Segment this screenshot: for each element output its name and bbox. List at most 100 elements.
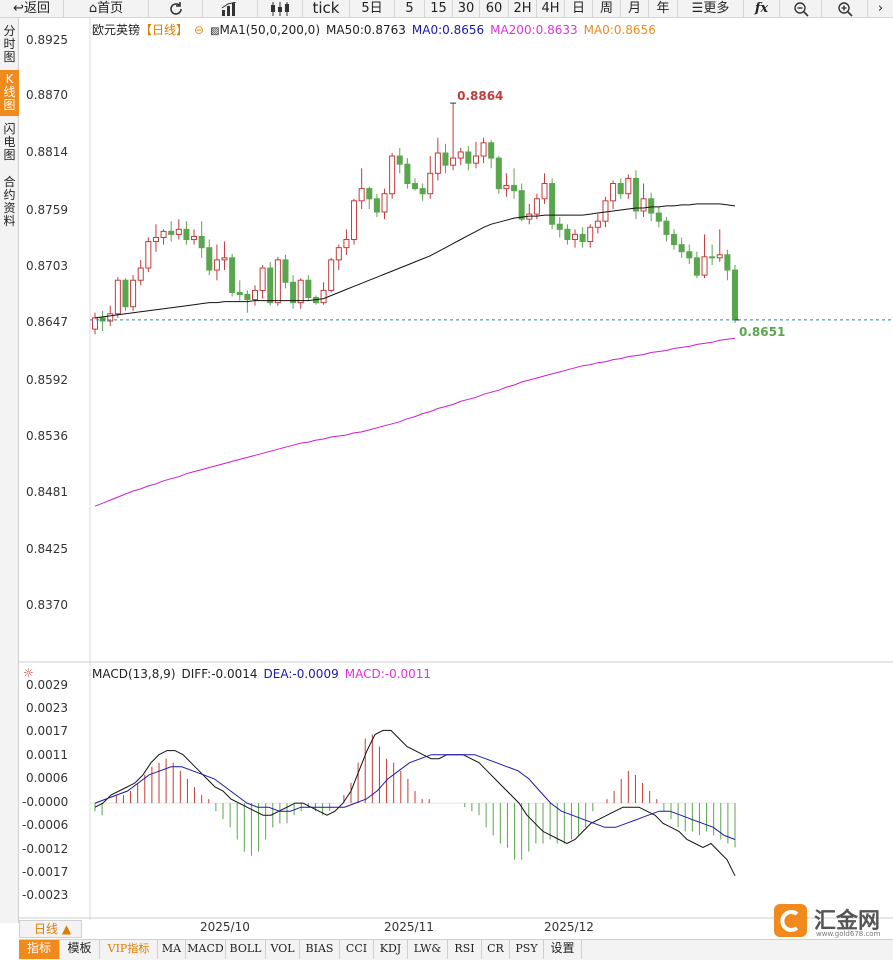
indicator-icon[interactable]: ▨ — [210, 26, 220, 37]
price-tick: 0.8759 — [26, 203, 68, 217]
formula-button[interactable]: fx — [744, 0, 780, 18]
period-tick[interactable]: tick — [303, 0, 350, 18]
candle-body — [625, 177, 632, 195]
more-button[interactable]: ☰更多 — [678, 0, 744, 18]
back-button[interactable]: ↩返回 — [0, 0, 64, 18]
period-day[interactable]: 日 — [565, 0, 593, 18]
period-60m[interactable]: 60 — [480, 0, 509, 18]
tab-ma[interactable]: MA — [158, 940, 186, 959]
tab-vip-indicators[interactable]: VIP指标 — [100, 940, 158, 959]
macd-tick: -0.0006 — [22, 818, 69, 832]
settings-icon[interactable]: ⊖ — [194, 23, 205, 37]
brand-name: 汇金网 — [814, 909, 881, 934]
zoom-out-button[interactable] — [780, 0, 822, 18]
candle-body — [724, 254, 731, 271]
date-tick: 2025/12 — [544, 920, 594, 934]
period-year[interactable]: 年 — [649, 0, 678, 18]
tab-macd[interactable]: MACD — [186, 940, 226, 959]
scroll-right-button[interactable]: › — [868, 0, 893, 18]
tab-templates[interactable]: 模板 — [60, 940, 100, 959]
candle-body — [259, 267, 266, 291]
tab-kdj[interactable]: KDJ — [374, 940, 408, 959]
tab-cr[interactable]: CR — [482, 940, 510, 959]
candle-body — [419, 188, 426, 195]
period-week[interactable]: 周 — [593, 0, 621, 18]
candle-body — [457, 151, 464, 159]
candle-body — [168, 230, 175, 235]
period-5d[interactable]: 5日 — [350, 0, 395, 18]
candlestick-icon — [271, 1, 289, 16]
tab-kline[interactable]: K 线 图 — [0, 70, 19, 116]
candle-body — [709, 256, 716, 259]
ma0b-value: MA0:0.8656 — [583, 23, 656, 37]
period-15m[interactable]: 15 — [425, 0, 453, 18]
period-selector[interactable]: 日线 ▲ — [19, 920, 82, 938]
tab-bias[interactable]: BIAS — [300, 940, 340, 959]
macd-tick: -0.0000 — [22, 795, 69, 809]
candle-body — [267, 267, 274, 304]
candle-body — [465, 151, 472, 164]
tab-psy[interactable]: PSY — [510, 940, 544, 959]
zoom-in-icon — [837, 1, 853, 17]
ma0-value: MA0:0.8656 — [411, 23, 485, 37]
tab-timeshare[interactable]: 分 时 图 — [3, 24, 16, 64]
period-30m[interactable]: 30 — [453, 0, 480, 18]
candle-body — [221, 257, 228, 261]
tab-settings[interactable]: 设置 — [544, 940, 582, 959]
candle-body — [244, 293, 251, 301]
period-5m[interactable]: 5 — [395, 0, 425, 18]
macd-tick: 0.0029 — [26, 678, 68, 692]
candle-body — [571, 233, 579, 241]
brand-url: www.gold678.com — [816, 930, 881, 938]
macd-tick: -0.0012 — [22, 842, 69, 856]
ma-name: MA1(50,0,200,0) — [219, 23, 320, 37]
tab-cci[interactable]: CCI — [340, 940, 374, 959]
candle-body — [107, 313, 114, 322]
price-tick: 0.8592 — [26, 373, 68, 387]
tab-flash[interactable]: 闪 电 图 — [3, 122, 16, 162]
candle-body — [160, 230, 167, 238]
macd-name: MACD(13,8,9) — [92, 667, 176, 681]
tab-lw[interactable]: LW& — [408, 940, 448, 959]
tab-indicators[interactable]: 指标 — [19, 940, 60, 959]
candle-body — [617, 183, 624, 195]
period-month[interactable]: 月 — [621, 0, 649, 18]
candle-body — [594, 220, 601, 228]
macd-diff: DIFF:-0.0014 — [181, 667, 258, 681]
menu-icon: ☰ — [691, 1, 704, 16]
period-2h[interactable]: 2H — [509, 0, 537, 18]
refresh-button[interactable] — [149, 0, 203, 18]
chart-canvas[interactable]: 0.8864 0.8651 — [19, 18, 893, 920]
zoom-out-icon — [793, 1, 809, 17]
period-4h[interactable]: 4H — [537, 0, 565, 18]
macd-dea: DEA:-0.0009 — [263, 667, 339, 681]
zoom-in-button[interactable] — [822, 0, 868, 18]
tab-rsi[interactable]: RSI — [448, 940, 482, 959]
chart-type-button[interactable] — [203, 0, 258, 18]
candle-body — [511, 185, 518, 192]
macd-tick: 0.0017 — [26, 724, 68, 738]
candle-body — [183, 228, 190, 241]
candle-body — [579, 233, 586, 243]
date-tick: 2025/10 — [200, 920, 250, 934]
candle-body — [541, 183, 548, 200]
home-button[interactable]: ⌂首页 — [64, 0, 149, 18]
candle-body — [137, 267, 144, 281]
candle-body — [236, 291, 243, 295]
tab-boll[interactable]: BOLL — [226, 940, 266, 959]
candle-type-button[interactable] — [258, 0, 303, 18]
macd-dea-line — [94, 754, 736, 840]
candle-body — [351, 200, 358, 241]
tab-vol[interactable]: VOL — [266, 940, 300, 959]
candle-body — [556, 223, 563, 230]
macd-settings-icon[interactable]: ☼ — [23, 666, 34, 680]
candle-body — [274, 259, 281, 304]
candle-body — [381, 193, 388, 213]
candle-body — [701, 256, 708, 276]
ma200-value: MA200:0.8633 — [490, 23, 578, 37]
macd-tick: -0.0023 — [22, 888, 69, 902]
candle-body — [343, 239, 350, 249]
refresh-icon — [169, 1, 182, 15]
candle-body — [442, 152, 449, 166]
tab-contract-info[interactable]: 合 约 资 料 — [3, 175, 16, 228]
